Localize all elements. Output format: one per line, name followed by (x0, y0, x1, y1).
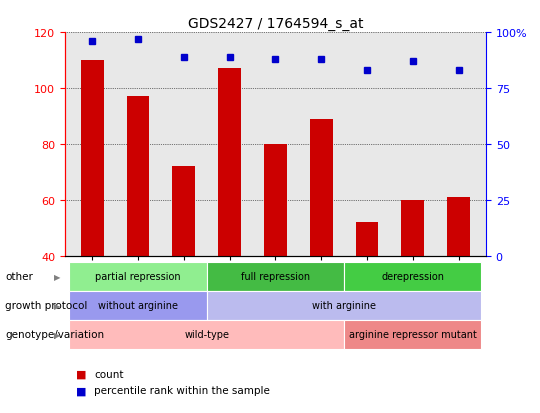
Text: ■: ■ (76, 385, 86, 395)
Bar (355, 223, 379, 256)
Text: percentile rank within the sample: percentile rank within the sample (94, 385, 271, 395)
Text: genotype/variation: genotype/variation (5, 330, 105, 339)
Bar (447, 197, 470, 256)
Text: growth protocol: growth protocol (5, 301, 88, 311)
Text: ■: ■ (76, 369, 86, 379)
Text: full repression: full repression (241, 272, 310, 282)
Bar (401, 200, 424, 256)
Text: with arginine: with arginine (312, 301, 376, 311)
Text: ▶: ▶ (54, 330, 60, 339)
Text: partial repression: partial repression (95, 272, 181, 282)
Text: without arginine: without arginine (98, 301, 178, 311)
Text: ▶: ▶ (54, 272, 60, 281)
Text: arginine repressor mutant: arginine repressor mutant (349, 330, 477, 339)
Text: wild-type: wild-type (184, 330, 229, 339)
Text: derepression: derepression (381, 272, 444, 282)
Title: GDS2427 / 1764594_s_at: GDS2427 / 1764594_s_at (188, 17, 363, 31)
Bar (81, 61, 104, 256)
Bar (218, 69, 241, 256)
Bar (126, 97, 150, 256)
Text: count: count (94, 369, 124, 379)
Text: ▶: ▶ (54, 301, 60, 310)
Bar (310, 119, 333, 256)
Bar (264, 145, 287, 256)
Bar (172, 167, 195, 256)
Text: other: other (5, 272, 33, 282)
